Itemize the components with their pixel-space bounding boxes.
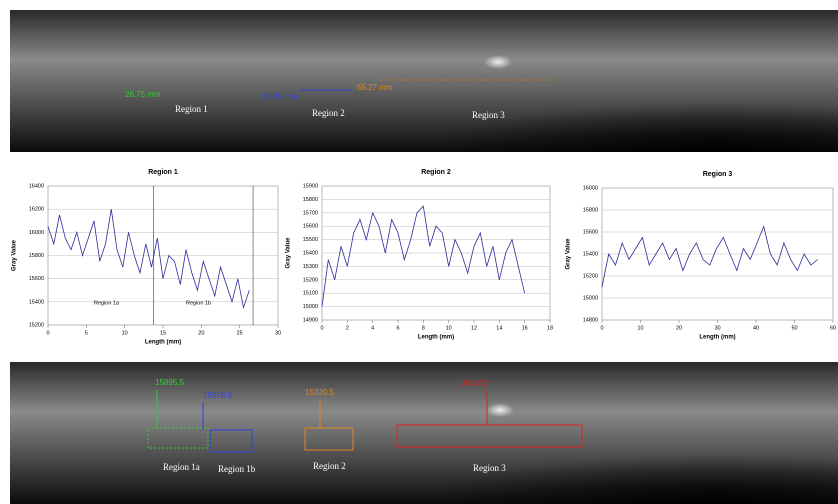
y-tick-label: 15200 <box>29 322 44 328</box>
y-tick-label: 15100 <box>303 291 318 297</box>
y-tick-label: 15700 <box>303 210 318 216</box>
y-tick-label: 14900 <box>303 317 318 323</box>
region-label: Region 2 <box>312 108 345 118</box>
y-tick-label: 15000 <box>303 304 318 310</box>
chart-title: Region 3 <box>703 171 733 178</box>
x-tick-label: 0 <box>600 325 603 331</box>
y-tick-label: 15200 <box>303 277 318 283</box>
x-tick-label: 40 <box>753 325 759 331</box>
x-tick-label: 20 <box>676 325 682 331</box>
y-tick-label: 16000 <box>583 185 598 191</box>
y-tick-label: 15800 <box>303 197 318 203</box>
y-tick-label: 15300 <box>303 264 318 270</box>
x-tick-label: 20 <box>198 330 204 336</box>
mean-value: 15320.5 <box>305 388 334 397</box>
y-tick-label: 14800 <box>583 317 598 323</box>
chart-title: Region 1 <box>148 169 178 176</box>
measurement: 26.75 mm <box>125 90 161 99</box>
region-annotation: Region 1a <box>94 300 120 306</box>
chart-title: Region 2 <box>421 169 451 176</box>
x-tick-label: 5 <box>85 330 88 336</box>
measurement: 55.27 mm <box>357 83 393 92</box>
region-label: Region 3 <box>472 110 505 120</box>
y-tick-label: 16400 <box>29 183 44 189</box>
y-tick-label: 15900 <box>303 183 318 189</box>
y-tick-label: 15400 <box>29 299 44 305</box>
x-tick-label: 0 <box>320 325 323 331</box>
x-axis-label: Length (mm) <box>145 340 181 346</box>
data-line <box>47 209 250 310</box>
region-label: Region 1b <box>218 464 256 474</box>
y-tick-label: 15400 <box>583 251 598 257</box>
top-image: 26.75 mm 16.00 mm 55.27 mm Region 1 Regi… <box>10 10 838 152</box>
y-tick-label: 15400 <box>303 250 318 256</box>
x-tick-label: 14 <box>496 325 502 331</box>
region-annotation: Region 1b <box>186 300 211 306</box>
x-tick-label: 10 <box>122 330 128 336</box>
x-axis-label: Length (mm) <box>699 335 735 341</box>
region-label: Region 2 <box>313 461 346 471</box>
x-tick-label: 6 <box>396 325 399 331</box>
y-tick-label: 15200 <box>583 273 598 279</box>
mean-value: 15658.9 <box>203 391 232 400</box>
y-axis-label: Gray Value <box>566 238 572 270</box>
y-tick-label: 15500 <box>303 237 318 243</box>
x-tick-label: 4 <box>371 325 374 331</box>
x-tick-label: 12 <box>471 325 477 331</box>
x-tick-label: 30 <box>275 330 281 336</box>
x-tick-label: 18 <box>547 325 553 331</box>
x-tick-label: 60 <box>830 325 836 331</box>
y-tick-label: 15600 <box>29 276 44 282</box>
y-tick-label: 15600 <box>303 224 318 230</box>
mean-value: 15895.5 <box>155 378 184 387</box>
y-tick-label: 16200 <box>29 207 44 213</box>
x-axis-label: Length (mm) <box>418 335 454 341</box>
region-label: Region 1 <box>175 104 208 114</box>
x-tick-label: 2 <box>346 325 349 331</box>
x-tick-label: 8 <box>422 325 425 331</box>
x-tick-label: 10 <box>637 325 643 331</box>
x-tick-label: 10 <box>446 325 452 331</box>
y-tick-label: 15000 <box>583 295 598 301</box>
x-tick-label: 0 <box>46 330 49 336</box>
y-axis-label: Gray Value <box>286 237 292 269</box>
data-line <box>601 225 818 288</box>
measurement: 16.00 mm <box>262 92 298 101</box>
y-tick-label: 15800 <box>29 253 44 259</box>
x-tick-label: 15 <box>160 330 166 336</box>
x-tick-label: 25 <box>237 330 243 336</box>
region-label: Region 1a <box>163 462 200 472</box>
x-tick-label: 16 <box>522 325 528 331</box>
x-tick-label: 30 <box>714 325 720 331</box>
data-line <box>321 205 526 307</box>
x-tick-label: 50 <box>791 325 797 331</box>
y-tick-label: 16000 <box>29 230 44 236</box>
region-label: Region 3 <box>473 463 506 473</box>
y-tick-label: 15600 <box>583 229 598 235</box>
y-axis-label: Gray Value <box>12 239 18 271</box>
mean-value: 15432.2 <box>459 379 488 388</box>
y-tick-label: 15800 <box>583 207 598 213</box>
bottom-image: 15895.5 15658.9 15320.5 15432.2 Region 1… <box>10 362 838 504</box>
